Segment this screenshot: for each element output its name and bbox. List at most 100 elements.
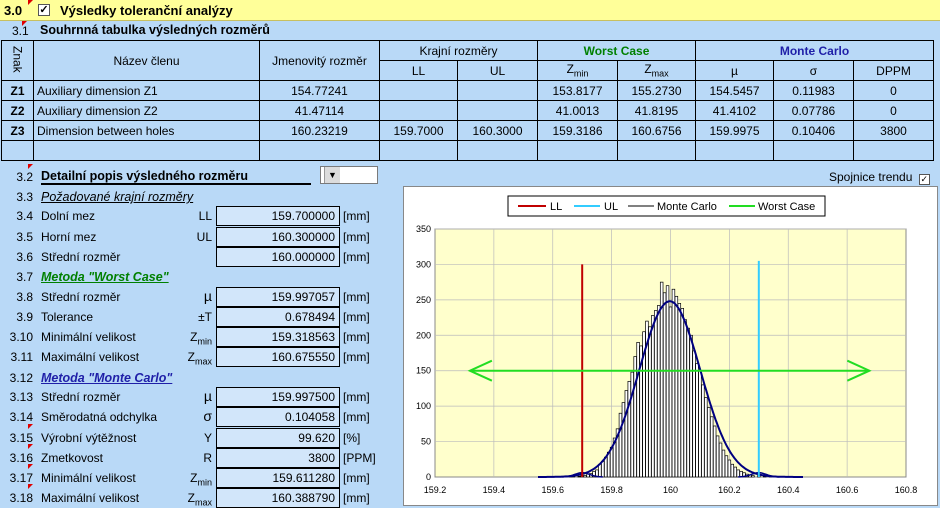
mc-max-value[interactable]: 160.388790 (216, 488, 340, 508)
x-tick-label: 160.8 (895, 485, 918, 495)
histogram-bar (674, 295, 679, 478)
row-3-9: 3.9 Tolerance ±T 0.678494 [mm] (0, 307, 395, 327)
row-3-3: 3.3 Požadované krajní rozměry (0, 187, 395, 207)
cell-znak: Z1 (1, 80, 34, 101)
cell-dppm: 3800 (853, 120, 934, 141)
reject-symbol: R (203, 451, 212, 465)
histogram-bar (618, 412, 623, 478)
unit: [mm] (343, 250, 370, 264)
mean-size-label: Střední rozměr (41, 250, 121, 264)
unit: [mm] (343, 209, 370, 223)
mc-yield-value[interactable]: 99.620 (216, 428, 340, 448)
mc-max-label: Maximální velikost (41, 491, 140, 505)
comment-marker-icon (28, 464, 33, 469)
y-tick-label: 350 (416, 224, 431, 234)
histogram-bar (633, 356, 637, 478)
chart-svg: 0 50 100 150 200 250 300 350 159.2 159.4 159.6 159.… (416, 195, 918, 495)
wc-mean-value[interactable]: 159.997057 (216, 287, 340, 307)
row-number: 3.9 (16, 310, 33, 324)
chart-legend: LL UL Monte Carlo Worst Case (507, 195, 826, 217)
row-number: 3.5 (16, 230, 33, 244)
wc-min-value[interactable]: 159.318563 (216, 327, 340, 347)
mc-mean-value[interactable]: 159.997500 (216, 387, 340, 407)
wc-max-label: Maximální velikost (41, 350, 140, 364)
row-number: 3.15 (9, 431, 33, 445)
section-3-0-header: 3.0 ✓ Výsledky toleranční analýzy (0, 0, 940, 21)
header-mu: µ (695, 60, 774, 81)
unit: [mm] (343, 330, 370, 344)
trend-checkbox[interactable]: ✓ (918, 174, 930, 185)
table-row[interactable]: Z2 Auxiliary dimension Z2 41.47114 41.00… (1, 100, 934, 121)
histogram-bar (686, 327, 690, 478)
x-tick-label: 160.6 (836, 485, 859, 495)
cell-zmin: 159.3186 (537, 120, 618, 141)
mc-min-value[interactable]: 159.611280 (216, 468, 340, 488)
distribution-chart: 0 50 100 150 200 250 300 350 159.2 159.4 159.6 159.… (403, 186, 938, 506)
zmin-symbol: Zmin (190, 471, 212, 488)
tolerance-symbol: ±T (198, 310, 212, 324)
worst-case-heading: Metoda "Worst Case" (41, 270, 169, 284)
header-zmin: Zmin (537, 60, 618, 81)
histogram-bar (724, 455, 729, 478)
row-number: 3.14 (9, 410, 33, 424)
y-tick-label: 0 (426, 472, 431, 482)
histogram-bar (665, 285, 670, 478)
x-tick-label: 160.4 (777, 485, 800, 495)
section-title: Souhrnná tabulka výsledných rozměrů (40, 23, 270, 37)
histogram-bar (680, 308, 684, 478)
upper-limit-value[interactable]: 160.300000 (216, 227, 340, 247)
row-3-18: 3.18 Maximální velikost Zmax 160.388790 … (0, 488, 395, 508)
table-row[interactable]: Z1 Auxiliary dimension Z1 154.77241 153.… (1, 80, 934, 101)
trend-toggle[interactable]: Spojnice trendu ✓ (829, 170, 930, 185)
wc-tolerance-value[interactable]: 0.678494 (216, 307, 340, 327)
cell-ul (457, 100, 538, 121)
histogram-bar (659, 281, 664, 478)
dimension-select[interactable]: Z3 ▼ (320, 166, 378, 184)
header-monte-carlo: Monte Carlo (695, 40, 934, 61)
histogram-bar (671, 288, 676, 478)
y-tick-label: 200 (416, 330, 431, 340)
cell-sigma: 0.11983 (773, 80, 854, 101)
row-number: 3.3 (16, 190, 33, 204)
histogram-bar (583, 475, 587, 478)
table-row-empty[interactable] (1, 140, 934, 161)
header-dppm: DPPM (853, 60, 934, 81)
yield-symbol: Y (203, 431, 212, 445)
chevron-down-icon[interactable]: ▼ (324, 167, 340, 183)
comment-marker-icon (28, 0, 33, 5)
cell-zmax: 160.6756 (617, 120, 696, 141)
mc-reject-value[interactable]: 3800 (216, 448, 340, 468)
unit: [mm] (343, 390, 370, 404)
lower-limit-value[interactable]: 159.700000 (216, 206, 340, 226)
cell-sigma: 0.10406 (773, 120, 854, 141)
unit: [mm] (343, 310, 370, 324)
wc-min-label: Minimální velikost (41, 330, 136, 344)
cell-ul (457, 80, 538, 101)
cell-zmax: 41.8195 (617, 100, 696, 121)
cell-sigma: 0.07786 (773, 100, 854, 121)
zmin-symbol: Zmin (190, 330, 212, 347)
cell-ul: 160.3000 (457, 120, 538, 141)
row-number: 3.7 (16, 270, 33, 284)
comment-marker-icon (22, 21, 27, 26)
row-3-14: 3.14 Směrodatná odchylka σ 0.104058 [mm] (0, 407, 395, 427)
row-number: 3.6 (16, 250, 33, 264)
histogram-bar (624, 390, 629, 478)
legend-label-ll: LL (550, 201, 562, 213)
summary-table: Znak Název členu Jmenovitý rozměr Krajní… (1, 40, 934, 161)
table-row[interactable]: Z3 Dimension between holes 160.23219 159… (1, 120, 934, 141)
wc-max-value[interactable]: 160.675550 (216, 347, 340, 367)
row-number: 3.8 (16, 290, 33, 304)
section-checkbox[interactable]: ✓ (38, 4, 50, 16)
histogram-bar (710, 416, 714, 478)
header-limits: Krajní rozměry (379, 40, 538, 61)
wc-mean-label: Střední rozměr (41, 290, 121, 304)
zmax-symbol: Zmax (187, 350, 212, 367)
histogram-bar (733, 466, 737, 478)
sigma-symbol: σ (203, 408, 212, 424)
mc-stddev-value[interactable]: 0.104058 (216, 407, 340, 427)
mean-size-value[interactable]: 160.000000 (216, 247, 340, 267)
header-znak: Znak (1, 40, 34, 81)
cell-nominal: 160.23219 (259, 120, 380, 141)
zmax-symbol: Zmax (187, 491, 212, 508)
